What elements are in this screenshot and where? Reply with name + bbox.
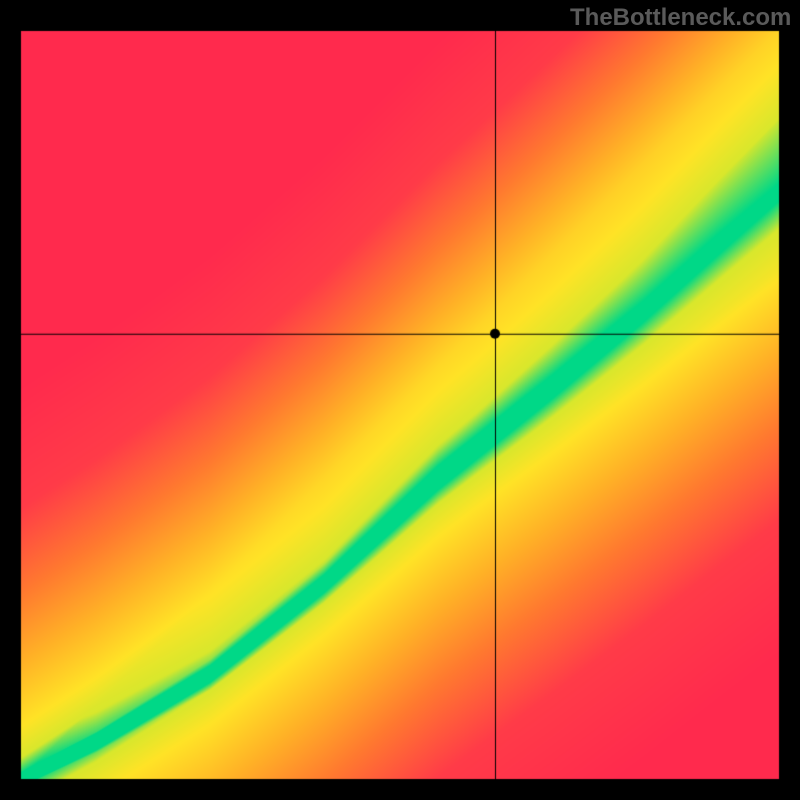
chart-container: TheBottleneck.com — [0, 0, 800, 800]
bottleneck-heatmap — [0, 0, 800, 800]
watermark-text: TheBottleneck.com — [570, 4, 791, 32]
